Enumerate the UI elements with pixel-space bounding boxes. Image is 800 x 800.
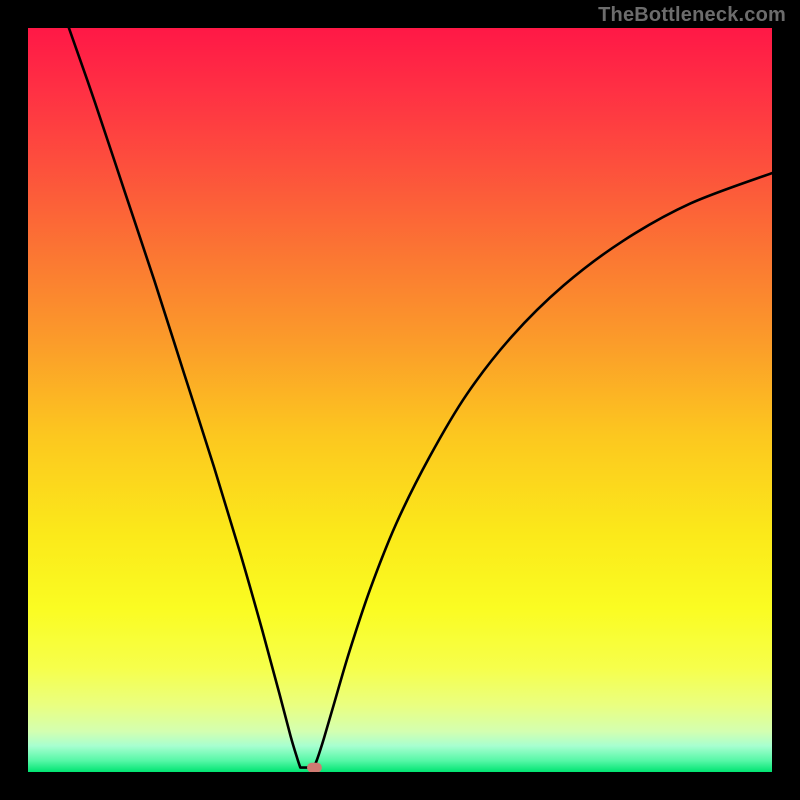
plot-area [28, 28, 772, 772]
chart-frame: TheBottleneck.com [0, 0, 800, 800]
bottleneck-curve-chart [28, 28, 772, 772]
watermark-text: TheBottleneck.com [598, 4, 786, 27]
optimal-point-marker [307, 763, 322, 772]
gradient-background [28, 28, 772, 772]
